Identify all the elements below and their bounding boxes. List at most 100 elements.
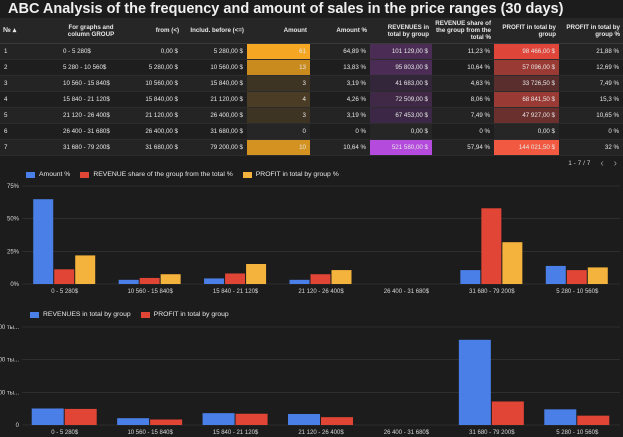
table-cell: 5 280,00 $ bbox=[213, 48, 243, 55]
table-cell: 13 bbox=[247, 60, 310, 75]
table-cell: 57,94 % bbox=[467, 144, 490, 151]
table-cell: 0 - 5 280$ bbox=[63, 48, 91, 55]
table-row[interactable]: 1 0 - 5 280$ 0,00 $ 5 280,00 $ 61 64,89 % 101 … bbox=[0, 44, 623, 60]
bar bbox=[64, 408, 97, 425]
legend-item[interactable]: PROFIT in total by group bbox=[140, 311, 229, 318]
column-header[interactable]: Amount bbox=[283, 27, 307, 34]
table-cell: 15 840 - 21 120$ bbox=[63, 96, 110, 103]
table-header: № ▴ For graphs and column GROUP from (<) In… bbox=[0, 18, 623, 44]
legend-swatch bbox=[30, 311, 39, 318]
column-header[interactable]: REVENUES in total by group bbox=[387, 23, 429, 38]
column-header[interactable]: REVENUE share of the group from the tota… bbox=[435, 20, 491, 41]
x-tick-label: 31 680 - 79 200$ bbox=[469, 289, 515, 295]
table-cell: 21,88 % bbox=[596, 48, 619, 55]
table-cell: 21 120,00 $ bbox=[145, 112, 178, 119]
table-cell: 3 bbox=[4, 80, 8, 87]
table-cell: 8,06 % bbox=[470, 96, 490, 103]
abc-table: № ▴ For graphs and column GROUP from (<) In… bbox=[0, 18, 623, 156]
legend-item[interactable]: REVENUES in total by group bbox=[30, 311, 131, 318]
bar bbox=[289, 279, 310, 284]
column-header[interactable]: № ▴ bbox=[3, 27, 17, 34]
legend-item[interactable]: REVENUE share of the group from the tota… bbox=[80, 171, 233, 178]
table-cell: 61 bbox=[247, 44, 310, 59]
legend-label: PROFIT in total by group % bbox=[255, 171, 339, 178]
bar bbox=[321, 417, 353, 425]
table-cell: 10 560,00 $ bbox=[210, 64, 243, 71]
bar bbox=[587, 267, 608, 284]
table-cell: 3 bbox=[247, 108, 310, 123]
table-cell: 10,64 % bbox=[467, 64, 490, 71]
next-page-icon[interactable]: › bbox=[613, 157, 617, 169]
column-header[interactable]: PROFIT in total by group % bbox=[566, 23, 620, 38]
table-cell: 31 680 - 79 200$ bbox=[63, 144, 110, 151]
table-cell: 95 803,00 $ bbox=[370, 60, 432, 75]
legend-swatch bbox=[242, 171, 252, 178]
table-cell: 13,83 % bbox=[343, 64, 366, 71]
table-cell: 2 bbox=[4, 64, 8, 71]
table-row[interactable]: 3 10 560 - 15 840$ 10 560,00 $ 15 840,00 $ 3… bbox=[0, 76, 623, 92]
y-tick-label: 200 ты... bbox=[0, 390, 19, 396]
table-row[interactable]: 7 31 680 - 79 200$ 31 680,00 $ 79 200,00 $ 1… bbox=[0, 140, 623, 156]
column-header[interactable]: PROFIT in total by group bbox=[502, 23, 556, 38]
legend-swatch bbox=[140, 311, 150, 318]
column-header[interactable]: from (<) bbox=[155, 27, 179, 34]
table-row[interactable]: 6 26 400 - 31 680$ 26 400,00 $ 31 680,00 $ 0… bbox=[0, 124, 623, 140]
x-tick-label: 15 840 - 21 120$ bbox=[213, 289, 259, 295]
table-cell: 10 bbox=[247, 140, 310, 155]
table-cell: 0 % bbox=[479, 128, 490, 135]
table-cell: 21 120,00 $ bbox=[210, 96, 243, 103]
table-cell: 10 560,00 $ bbox=[145, 80, 178, 87]
table-cell: 3 bbox=[247, 76, 310, 91]
table-cell: 26 400,00 $ bbox=[145, 128, 178, 135]
legend-swatch bbox=[80, 171, 90, 178]
column-header[interactable]: Amount % bbox=[336, 27, 367, 34]
y-tick-label: 75% bbox=[7, 184, 20, 190]
pagination: 1 - 7 / 7 ‹ › bbox=[568, 157, 617, 169]
y-tick-label: 0 bbox=[16, 423, 20, 429]
table-cell: 7,49 % bbox=[470, 112, 490, 119]
table-row[interactable]: 4 15 840 - 21 120$ 15 840,00 $ 21 120,00 $ 4… bbox=[0, 92, 623, 108]
bar bbox=[544, 409, 577, 425]
table-row[interactable]: 2 5 280 - 10 560$ 5 280,00 $ 10 560,00 $ 13 1… bbox=[0, 60, 623, 76]
table-cell: 0,00 $ bbox=[494, 124, 559, 139]
table-cell: 68 841,50 $ bbox=[494, 92, 559, 107]
table-cell: 26 400,00 $ bbox=[210, 112, 243, 119]
table-cell: 79 200,00 $ bbox=[210, 144, 243, 151]
table-cell: 10,65 % bbox=[596, 112, 619, 119]
y-tick-label: 50% bbox=[7, 217, 20, 223]
table-cell: 10 560 - 15 840$ bbox=[63, 80, 110, 87]
column-header[interactable]: Includ. before (<=) bbox=[190, 27, 244, 34]
table-cell: 64,89 % bbox=[343, 48, 366, 55]
table-cell: 1 bbox=[4, 48, 8, 55]
bar bbox=[160, 274, 181, 284]
table-cell: 0 bbox=[247, 124, 310, 139]
bar bbox=[150, 419, 183, 425]
table-cell: 4 bbox=[4, 96, 8, 103]
table-cell: 31 680,00 $ bbox=[210, 128, 243, 135]
bar bbox=[117, 418, 150, 425]
table-cell: 4,63 % bbox=[470, 80, 490, 87]
pagination-label: 1 - 7 / 7 bbox=[568, 159, 591, 167]
bar bbox=[288, 413, 320, 425]
x-tick-label: 10 560 - 15 840$ bbox=[127, 289, 173, 295]
prev-page-icon[interactable]: ‹ bbox=[600, 157, 604, 169]
legend-item[interactable]: Amount % bbox=[26, 171, 70, 178]
bar bbox=[246, 264, 267, 284]
x-tick-label: 0 - 5 280$ bbox=[51, 289, 79, 295]
bar bbox=[202, 413, 235, 425]
percent-bar-chart: 0% 25% 50% 75% 0 - 5 280$ 10 560 - 15 840$ 15 … bbox=[7, 184, 620, 295]
bar bbox=[491, 401, 524, 425]
table-cell: 10,64 % bbox=[343, 144, 366, 151]
table-row[interactable]: 5 21 120 - 26 400$ 21 120,00 $ 26 400,00 $ 3… bbox=[0, 108, 623, 124]
table-cell: 41 683,00 $ bbox=[370, 76, 432, 91]
table-cell: 4,26 % bbox=[346, 96, 366, 103]
table-cell: 32 % bbox=[604, 144, 619, 151]
bar bbox=[577, 415, 610, 425]
y-tick-label: 400 ты... bbox=[0, 358, 19, 364]
legend-item[interactable]: PROFIT in total by group % bbox=[242, 171, 339, 178]
bar bbox=[204, 278, 225, 284]
column-header[interactable]: For graphs and column GROUP bbox=[67, 23, 115, 38]
x-tick-label: 5 280 - 10 560$ bbox=[556, 289, 599, 295]
page-title: ABC Analysis of the frequency and amount… bbox=[8, 1, 564, 17]
y-tick-label: 0% bbox=[10, 282, 19, 288]
